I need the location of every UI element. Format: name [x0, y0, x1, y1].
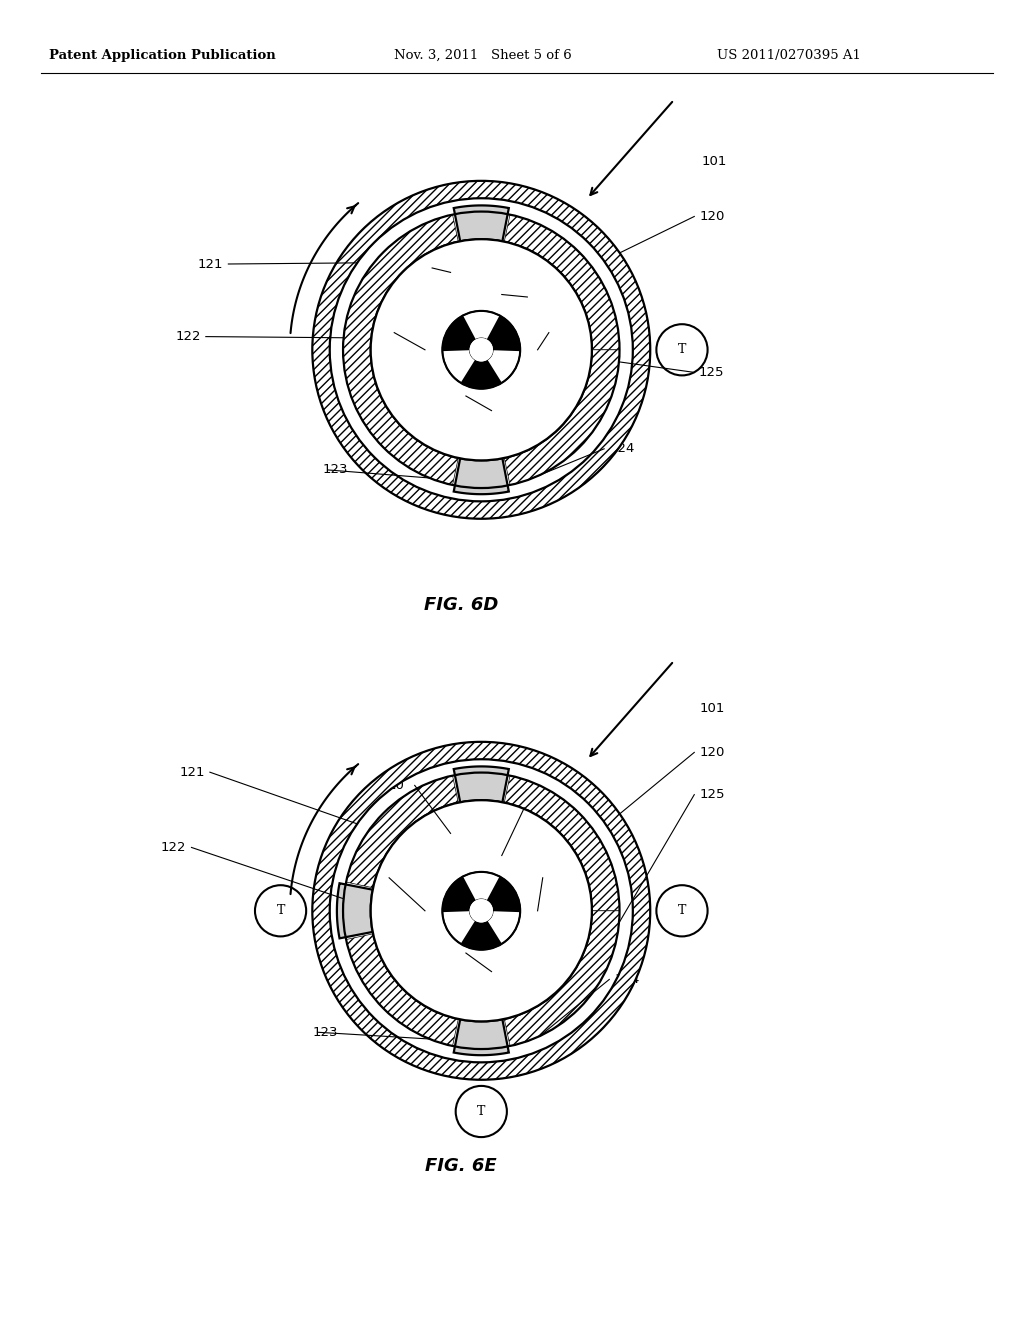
Text: T: T	[678, 904, 686, 917]
Text: 18: 18	[553, 871, 569, 884]
Text: US 2011/0270395 A1: US 2011/0270395 A1	[717, 49, 861, 62]
PathPatch shape	[443, 911, 475, 942]
Text: 122: 122	[161, 841, 186, 854]
Text: T: T	[678, 343, 686, 356]
Ellipse shape	[656, 325, 708, 375]
Text: 120: 120	[699, 210, 725, 223]
Text: Nov. 3, 2011   Sheet 5 of 6: Nov. 3, 2011 Sheet 5 of 6	[394, 49, 572, 62]
PathPatch shape	[343, 772, 620, 1049]
PathPatch shape	[312, 181, 650, 519]
Text: 18: 18	[559, 326, 575, 339]
PathPatch shape	[504, 215, 620, 350]
Ellipse shape	[470, 899, 493, 923]
Ellipse shape	[312, 742, 650, 1080]
Ellipse shape	[371, 239, 592, 461]
Text: 10: 10	[388, 779, 404, 792]
PathPatch shape	[454, 453, 509, 494]
Text: FIG. 6D: FIG. 6D	[424, 595, 498, 614]
PathPatch shape	[454, 1014, 509, 1055]
PathPatch shape	[454, 206, 509, 247]
Ellipse shape	[312, 181, 650, 519]
Ellipse shape	[442, 873, 520, 949]
Text: 123: 123	[323, 463, 348, 477]
Text: 19: 19	[471, 389, 487, 403]
Text: 122: 122	[175, 330, 201, 343]
Ellipse shape	[470, 899, 493, 923]
PathPatch shape	[346, 933, 459, 1045]
Text: 17: 17	[361, 871, 379, 884]
Text: T: T	[276, 904, 285, 917]
PathPatch shape	[487, 911, 519, 942]
PathPatch shape	[346, 776, 459, 888]
Text: Patent Application Publication: Patent Application Publication	[49, 49, 275, 62]
Text: 101: 101	[699, 702, 725, 715]
Ellipse shape	[656, 886, 708, 936]
Text: 1000: 1000	[538, 290, 571, 304]
PathPatch shape	[337, 883, 379, 939]
PathPatch shape	[504, 776, 620, 911]
Text: T: T	[477, 1105, 485, 1118]
PathPatch shape	[312, 181, 650, 519]
Ellipse shape	[371, 800, 592, 1022]
PathPatch shape	[464, 312, 499, 339]
PathPatch shape	[464, 873, 499, 900]
Ellipse shape	[255, 886, 306, 936]
PathPatch shape	[343, 215, 459, 484]
Text: 19: 19	[471, 946, 487, 960]
Text: 17: 17	[367, 326, 384, 339]
Text: 123: 123	[312, 1026, 338, 1039]
PathPatch shape	[443, 350, 475, 381]
Ellipse shape	[442, 312, 520, 388]
PathPatch shape	[504, 911, 620, 1045]
Text: 125: 125	[698, 366, 724, 379]
PathPatch shape	[454, 767, 509, 808]
PathPatch shape	[312, 742, 650, 1080]
Text: 120: 120	[699, 746, 725, 759]
Text: 125: 125	[699, 788, 725, 801]
PathPatch shape	[487, 350, 519, 381]
Text: 124: 124	[614, 973, 640, 986]
Text: 124: 124	[609, 442, 635, 455]
Ellipse shape	[470, 338, 493, 362]
PathPatch shape	[343, 211, 620, 488]
PathPatch shape	[504, 350, 620, 484]
Text: 10: 10	[406, 261, 422, 275]
Text: 121: 121	[198, 257, 223, 271]
Ellipse shape	[456, 1086, 507, 1137]
PathPatch shape	[312, 742, 650, 1080]
Ellipse shape	[470, 338, 493, 362]
Text: 1000: 1000	[535, 801, 568, 814]
Text: 121: 121	[179, 766, 205, 779]
Text: FIG. 6E: FIG. 6E	[425, 1156, 497, 1175]
Text: 101: 101	[701, 154, 727, 168]
